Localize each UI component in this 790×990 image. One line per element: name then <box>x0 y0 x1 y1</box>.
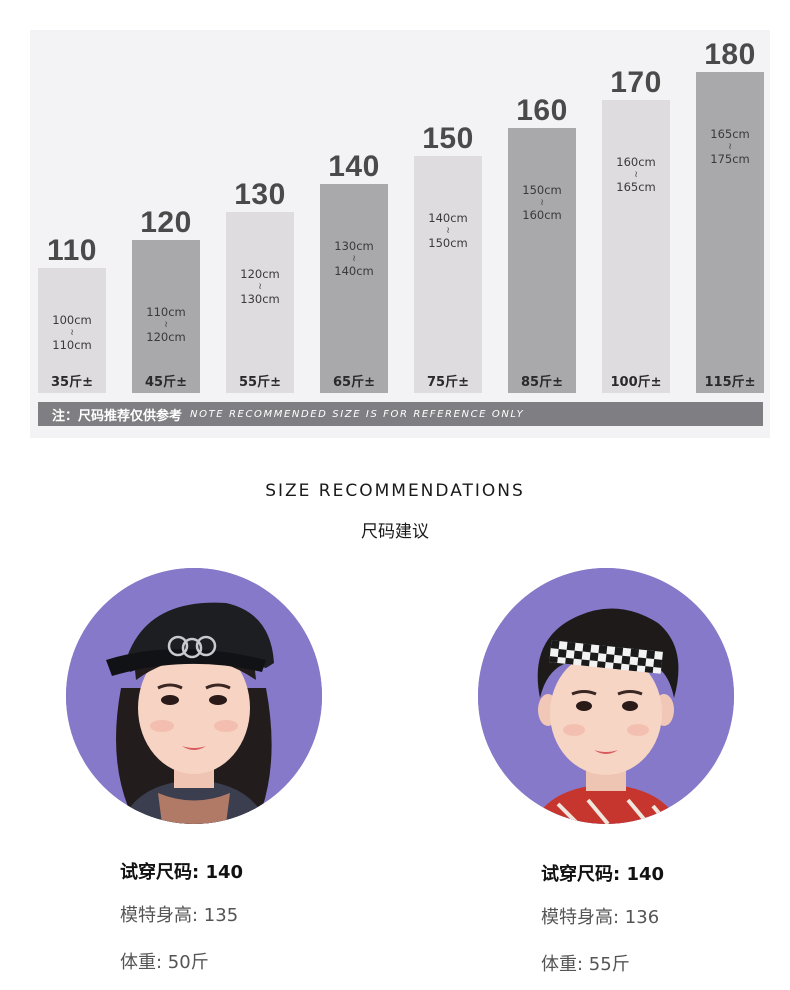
size-label: 120 <box>140 206 192 239</box>
height-range-to: 160cm <box>522 208 562 222</box>
height-range: 160cm ≀ 165cm <box>602 155 670 195</box>
size-bar-150: 150 140cm ≀ 150cm 75斤± <box>414 30 482 400</box>
height-range-to: 175cm <box>710 152 750 166</box>
size-bar-fill <box>602 100 670 393</box>
size-bar-180: 180 165cm ≀ 175cm 115斤± <box>696 30 764 400</box>
size-label: 160 <box>516 94 568 127</box>
size-label: 180 <box>704 38 756 71</box>
section-title-english: SIZE RECOMMENDATIONS <box>265 481 525 501</box>
height-range-to: 140cm <box>334 264 374 278</box>
height-range: 140cm ≀ 150cm <box>414 211 482 251</box>
size-bar-130: 130 120cm ≀ 130cm 55斤± <box>226 30 294 400</box>
weight-label: 45斤± <box>145 375 187 390</box>
height-range-to: 130cm <box>240 292 280 306</box>
model-2-size: 试穿尺码: 140 <box>541 864 665 885</box>
size-bar-160: 160 150cm ≀ 160cm 85斤± <box>508 30 576 400</box>
range-separator: ≀ <box>446 226 450 236</box>
size-label: 140 <box>328 150 380 183</box>
height-range-from: 140cm <box>428 211 468 225</box>
height-range: 110cm ≀ 120cm <box>132 305 200 345</box>
size-bar-fill <box>320 184 388 393</box>
range-separator: ≀ <box>728 142 732 152</box>
model-1-height: 模特身高: 135 <box>120 905 239 926</box>
weight-label: 100斤± <box>610 375 662 390</box>
weight-label: 85斤± <box>521 375 563 390</box>
height-range: 120cm ≀ 130cm <box>226 267 294 307</box>
size-bar-110: 110 100cm ≀ 110cm 35斤± <box>38 30 106 400</box>
weight-label: 35斤± <box>51 375 93 390</box>
size-bar-120: 120 110cm ≀ 120cm 45斤± <box>132 30 200 400</box>
reference-note-strip: 注：尺码推荐仅供参考 NOTE RECOMMENDED SIZE IS FOR … <box>38 402 763 426</box>
size-bar-fill <box>132 240 200 393</box>
range-separator: ≀ <box>634 170 638 180</box>
weight-label: 115斤± <box>704 375 756 390</box>
height-range-to: 150cm <box>428 236 468 250</box>
model-2-height: 模特身高: 136 <box>541 907 660 928</box>
height-range-from: 160cm <box>616 155 656 169</box>
boy-model-photo <box>478 568 734 824</box>
weight-label: 55斤± <box>239 375 281 390</box>
section-title-chinese: 尺码建议 <box>361 522 429 542</box>
height-range: 165cm ≀ 175cm <box>696 127 764 167</box>
height-range-to: 110cm <box>52 338 92 352</box>
height-range-from: 150cm <box>522 183 562 197</box>
note-chinese: 注：尺码推荐仅供参考 <box>52 408 183 424</box>
size-label: 110 <box>47 234 97 267</box>
note-english: NOTE RECOMMENDED SIZE IS FOR REFERENCE O… <box>190 408 525 420</box>
model-2-weight: 体重: 55斤 <box>541 954 630 975</box>
range-separator: ≀ <box>70 328 74 338</box>
size-chart-panel: 110 100cm ≀ 110cm 35斤± 120 110cm ≀ 120cm 45斤± 130 1… <box>30 30 770 438</box>
size-bar-fill <box>38 268 106 393</box>
size-bar-fill <box>226 212 294 393</box>
size-bar-fill <box>696 72 764 393</box>
height-range-to: 165cm <box>616 180 656 194</box>
size-label: 170 <box>610 66 662 99</box>
height-range: 130cm ≀ 140cm <box>320 239 388 279</box>
model-1-weight: 体重: 50斤 <box>120 952 209 973</box>
height-range-to: 120cm <box>146 330 186 344</box>
size-label: 130 <box>234 178 286 211</box>
range-separator: ≀ <box>164 320 168 330</box>
height-range: 100cm ≀ 110cm <box>38 313 106 353</box>
size-bar-170: 170 160cm ≀ 165cm 100斤± <box>602 30 670 400</box>
height-range-from: 100cm <box>52 313 92 327</box>
range-separator: ≀ <box>352 254 356 264</box>
girl-model-photo <box>66 568 322 824</box>
size-bar-140: 140 130cm ≀ 140cm 65斤± <box>320 30 388 400</box>
size-label: 150 <box>422 122 474 155</box>
size-bar-fill <box>508 128 576 393</box>
weight-label: 75斤± <box>427 375 469 390</box>
height-range: 150cm ≀ 160cm <box>508 183 576 223</box>
height-range-from: 110cm <box>146 305 186 319</box>
weight-label: 65斤± <box>333 375 375 390</box>
range-separator: ≀ <box>540 198 544 208</box>
size-bar-fill <box>414 156 482 393</box>
height-range-from: 130cm <box>334 239 374 253</box>
range-separator: ≀ <box>258 282 262 292</box>
height-range-from: 165cm <box>710 127 750 141</box>
height-range-from: 120cm <box>240 267 280 281</box>
model-1-size: 试穿尺码: 140 <box>120 862 244 883</box>
